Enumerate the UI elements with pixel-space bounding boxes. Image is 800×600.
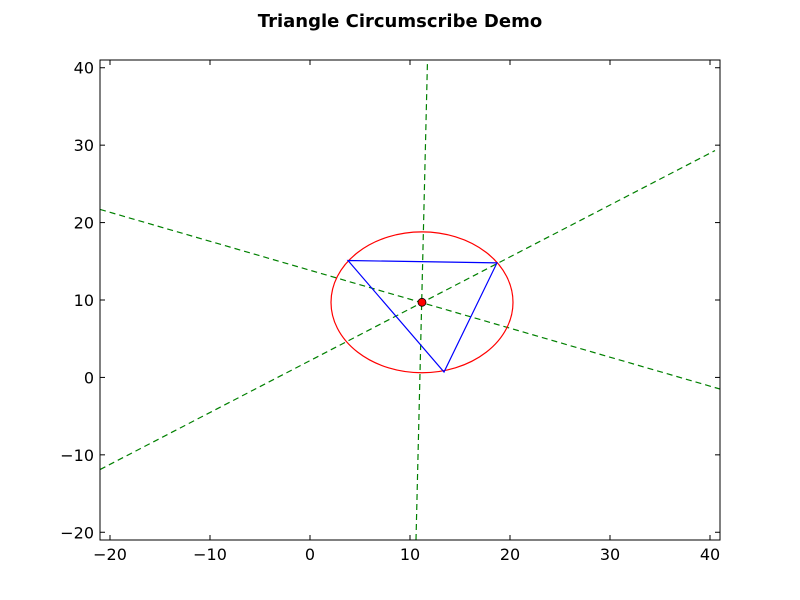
y-tick-label: 20 (74, 214, 94, 233)
y-tick-label: 40 (74, 59, 94, 78)
bisector-line-3 (100, 150, 716, 471)
x-tick-label: 40 (700, 545, 720, 564)
circumcircle (330, 231, 514, 374)
x-tick-label: 30 (600, 545, 620, 564)
y-tick-label: 10 (74, 291, 94, 310)
axis-ticks: −20 −10 0 10 20 30 40 −20 −10 0 10 20 30 40 (60, 59, 720, 564)
x-tick-label: 20 (500, 545, 520, 564)
triangle (346, 259, 498, 374)
bisector-line-2 (100, 208, 720, 390)
y-tick-label: 0 (84, 368, 94, 387)
plot-frame (99, 59, 721, 541)
x-tick-label: 0 (305, 545, 315, 564)
circumcenter-point (417, 297, 427, 307)
plot-area (100, 60, 720, 540)
x-tick-label: −20 (93, 545, 127, 564)
chart-title: Triangle Circumscribe Demo (258, 11, 542, 32)
y-tick-label: −20 (60, 523, 94, 542)
x-tick-label: 10 (400, 545, 420, 564)
y-tick-label: 30 (74, 136, 94, 155)
x-tick-label: −10 (193, 545, 227, 564)
y-tick-label: −10 (60, 446, 94, 465)
